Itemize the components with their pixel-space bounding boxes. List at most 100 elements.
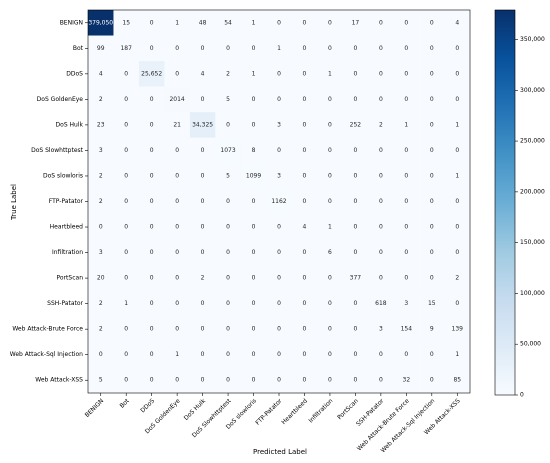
cell-label: 0	[124, 326, 128, 333]
cell-label: 0	[404, 249, 408, 256]
cell-label: 0	[175, 172, 179, 179]
cell-label: 0	[328, 300, 332, 307]
heatmap-cell	[189, 35, 216, 62]
heatmap-cell	[189, 290, 216, 317]
heatmap-cell	[317, 112, 343, 138]
cell-label: 0	[150, 351, 154, 358]
cell-label: 0	[201, 45, 205, 52]
cell-label: 0	[277, 275, 281, 282]
cell-label: 3	[99, 249, 103, 256]
cell-label: 0	[303, 19, 307, 26]
cell-label: 4	[303, 224, 307, 231]
cell-label: 0	[379, 351, 383, 358]
heatmap-cell	[240, 367, 267, 394]
cell-label: 0	[150, 96, 154, 103]
heatmap-cell	[189, 163, 216, 190]
heatmap-cell	[189, 367, 216, 394]
cell-label: 0	[252, 300, 256, 307]
heatmap-cell	[393, 61, 420, 87]
cell-label: 4	[99, 70, 103, 77]
heatmap-cell	[368, 367, 394, 394]
cell-label: 0	[303, 172, 307, 179]
cell-label: 0	[404, 172, 408, 179]
heatmap-cell	[266, 265, 293, 292]
cell-label: 0	[328, 198, 332, 205]
cell-label: 6	[328, 249, 332, 256]
heatmap-cell	[240, 163, 267, 190]
colorbar-tick-label: 200,000	[520, 188, 545, 195]
cell-label: 2	[226, 70, 230, 77]
cell-label: 0	[226, 351, 230, 358]
heatmap-cell	[164, 61, 191, 87]
cell-label: 1	[277, 45, 281, 52]
cell-label: 0	[150, 377, 154, 384]
heatmap-cell	[189, 137, 216, 164]
cell-label: 0	[404, 19, 408, 26]
heatmap-cell	[164, 188, 191, 215]
cell-label: 0	[328, 45, 332, 52]
cell-label: 0	[455, 249, 459, 256]
cell-label: 0	[150, 45, 154, 52]
heatmap-cell	[444, 239, 471, 266]
heatmap-cell	[266, 316, 293, 343]
heatmap-cell	[368, 214, 394, 241]
heatmap-cell	[393, 341, 420, 368]
heatmap-cell	[317, 188, 343, 215]
cell-label: 0	[328, 121, 332, 128]
heatmap-cell	[240, 188, 267, 215]
heatmap-cell	[88, 316, 114, 343]
cell-label: 0	[175, 249, 179, 256]
cell-label: 0	[252, 96, 256, 103]
heatmap-cell	[215, 239, 242, 266]
cell-label: 0	[124, 121, 128, 128]
heatmap-cell	[189, 86, 216, 113]
heatmap-cell	[368, 188, 394, 215]
heatmap-cell	[317, 290, 343, 317]
y-tick-label: FTP-Patator	[49, 198, 84, 205]
cell-label: 0	[150, 147, 154, 154]
heatmap-cell	[317, 163, 343, 190]
cell-label: 1	[455, 351, 459, 358]
heatmap-cell	[419, 290, 445, 317]
cell-label: 0	[201, 326, 205, 333]
heatmap-cell	[266, 188, 293, 215]
x-tick-label: Bot	[119, 397, 132, 410]
heatmap-cell	[291, 214, 318, 241]
cell-label: 0	[124, 147, 128, 154]
heatmap-cell	[88, 214, 114, 241]
cell-label: 0	[379, 249, 383, 256]
heatmap-cell	[317, 61, 343, 87]
heatmap-cell	[215, 163, 242, 190]
cell-label: 0	[252, 198, 256, 205]
cell-label: 0	[252, 121, 256, 128]
heatmap-cell	[368, 239, 394, 266]
cell-label: 5	[226, 172, 230, 179]
cell-label: 3	[99, 147, 103, 154]
cell-label: 1099	[246, 172, 261, 179]
heatmap-cell	[240, 10, 267, 36]
heatmap-cell	[189, 10, 216, 36]
heatmap-cell	[164, 316, 191, 343]
heatmap-cell	[113, 367, 140, 394]
heatmap-cell	[240, 265, 267, 292]
cell-label: 0	[226, 275, 230, 282]
cell-label: 0	[303, 121, 307, 128]
cell-label: 21	[173, 121, 181, 128]
heatmap-cell	[291, 163, 318, 190]
cell-label: 0	[175, 45, 179, 52]
cell-label: 0	[430, 172, 434, 179]
cell-label: 0	[379, 198, 383, 205]
cell-label: 0	[150, 121, 154, 128]
cell-label: 0	[226, 224, 230, 231]
cell-label: 0	[455, 224, 459, 231]
heatmap-cell	[215, 214, 242, 241]
cell-label: 0	[303, 45, 307, 52]
cell-label: 0	[303, 351, 307, 358]
heatmap-cell	[342, 86, 369, 113]
cell-label: 1	[175, 19, 179, 26]
heatmap-cell	[291, 265, 318, 292]
cell-label: 0	[328, 172, 332, 179]
cell-label: 0	[150, 275, 154, 282]
